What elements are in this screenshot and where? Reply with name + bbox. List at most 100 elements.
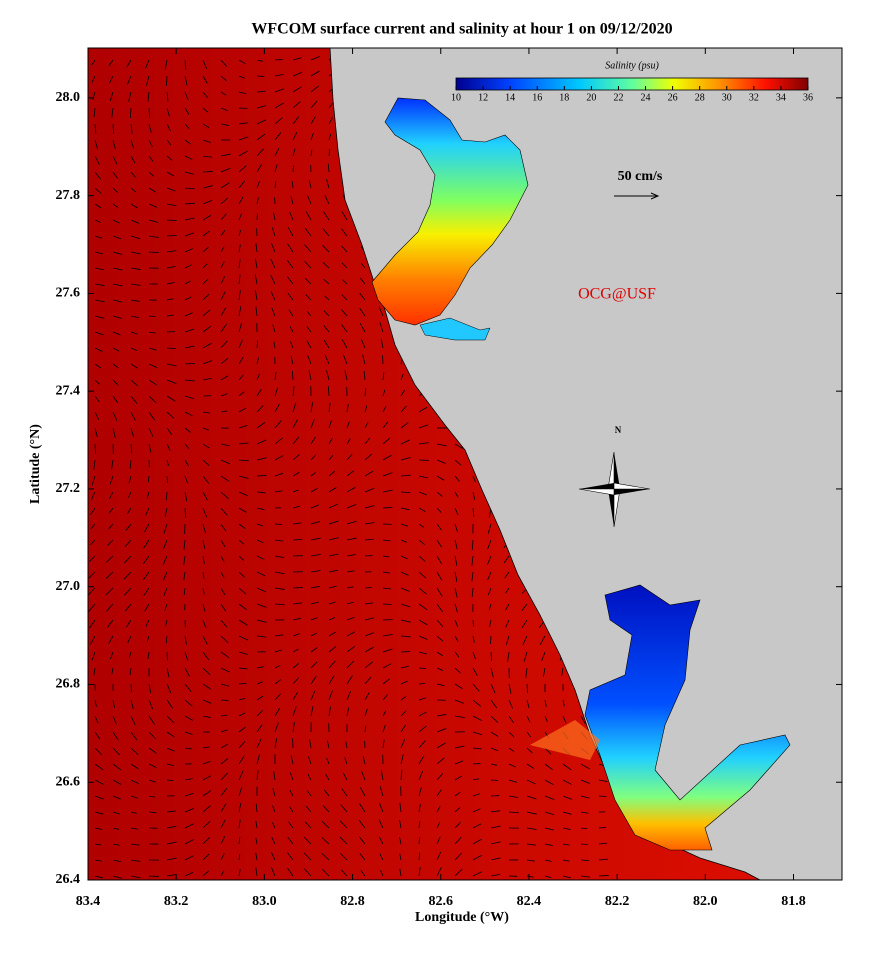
current-arrow: [363, 371, 366, 381]
current-arrow: [292, 57, 302, 61]
current-arrow: [184, 248, 193, 253]
current-arrow: [238, 196, 244, 205]
current-arrow: [454, 555, 458, 566]
current-arrow: [526, 859, 536, 862]
current-arrow: [364, 725, 367, 733]
current-arrow: [598, 842, 608, 845]
current-arrow: [454, 667, 462, 674]
current-arrow: [220, 555, 225, 563]
current-arrow: [184, 171, 194, 175]
current-arrow: [346, 616, 355, 621]
current-arrow: [503, 555, 510, 564]
current-arrow: [202, 214, 212, 221]
current-arrow: [202, 507, 208, 518]
current-arrow: [92, 91, 96, 101]
current-arrow: [166, 314, 174, 317]
current-arrow: [163, 587, 168, 596]
current-arrow: [328, 402, 331, 413]
current-arrow: [238, 356, 244, 365]
current-arrow: [202, 155, 213, 158]
current-arrow: [238, 819, 241, 829]
current-arrow: [418, 491, 427, 496]
current-arrow: [436, 836, 441, 845]
current-arrow: [164, 603, 168, 611]
current-arrow: [380, 338, 384, 349]
current-arrow: [292, 116, 300, 125]
current-arrow: [418, 852, 421, 861]
current-arrow: [220, 291, 226, 301]
current-arrow: [436, 507, 442, 513]
current-arrow: [454, 491, 459, 498]
current-arrow: [286, 259, 294, 269]
current-arrow: [274, 88, 285, 93]
current-arrow: [562, 827, 571, 830]
current-arrow: [274, 73, 284, 77]
current-arrow: [106, 603, 114, 612]
current-arrow: [436, 757, 445, 765]
current-arrow: [292, 617, 302, 621]
current-arrow: [341, 245, 348, 253]
current-arrow: [112, 171, 119, 179]
current-arrow: [361, 771, 366, 781]
current-arrow: [418, 804, 421, 813]
y-axis-label: Latitude (°N): [28, 424, 43, 504]
current-arrow: [256, 119, 267, 125]
current-arrow: [544, 875, 552, 879]
current-arrow: [508, 699, 513, 709]
current-arrow: [220, 229, 226, 237]
current-arrow: [418, 619, 428, 626]
current-arrow: [526, 747, 533, 754]
current-arrow: [255, 306, 258, 317]
current-arrow: [472, 683, 480, 692]
current-arrow: [346, 438, 351, 445]
current-arrow: [292, 587, 303, 589]
inlet-plume: [530, 720, 600, 760]
x-tick-label: 82.8: [340, 894, 365, 909]
current-arrow: [184, 635, 187, 645]
current-arrow: [418, 667, 427, 669]
current-arrow: [289, 789, 294, 797]
current-arrow: [238, 755, 245, 765]
current-arrow: [400, 724, 407, 733]
current-arrow: [305, 211, 312, 221]
current-arrow: [346, 554, 356, 557]
current-arrow: [364, 646, 374, 653]
current-arrow: [238, 180, 246, 189]
current-arrow: [256, 587, 267, 593]
current-arrow: [454, 603, 458, 613]
current-arrow: [378, 819, 384, 829]
current-arrow: [238, 75, 245, 79]
current-arrow: [544, 715, 548, 723]
current-arrow: [418, 555, 426, 562]
current-arrow: [418, 587, 427, 595]
current-arrow: [112, 763, 122, 771]
current-arrow: [220, 213, 227, 221]
current-arrow: [256, 133, 266, 141]
current-arrow: [220, 539, 226, 547]
current-arrow: [328, 660, 336, 669]
current-arrow: [112, 331, 121, 336]
current-arrow: [400, 696, 407, 701]
current-arrow: [220, 870, 225, 877]
current-arrow: [184, 651, 189, 662]
current-arrow: [108, 75, 114, 84]
current-arrow: [310, 554, 321, 557]
current-arrow: [148, 747, 157, 754]
colorbar-tick-label: 10: [451, 92, 461, 103]
colorbar-tick-label: 24: [641, 92, 651, 103]
current-arrow: [322, 805, 330, 813]
current-arrow: [539, 635, 546, 645]
compass-label: N: [615, 425, 622, 435]
current-arrow: [90, 635, 96, 645]
current-arrow: [202, 443, 210, 449]
current-arrow: [382, 694, 389, 701]
current-arrow: [94, 379, 100, 385]
current-arrow: [292, 86, 302, 93]
current-arrow: [202, 475, 210, 484]
current-arrow: [255, 837, 258, 845]
current-arrow: [472, 651, 477, 660]
current-arrow: [256, 357, 259, 365]
current-arrow: [238, 802, 242, 813]
current-arrow: [202, 715, 211, 718]
current-arrow: [508, 795, 519, 798]
